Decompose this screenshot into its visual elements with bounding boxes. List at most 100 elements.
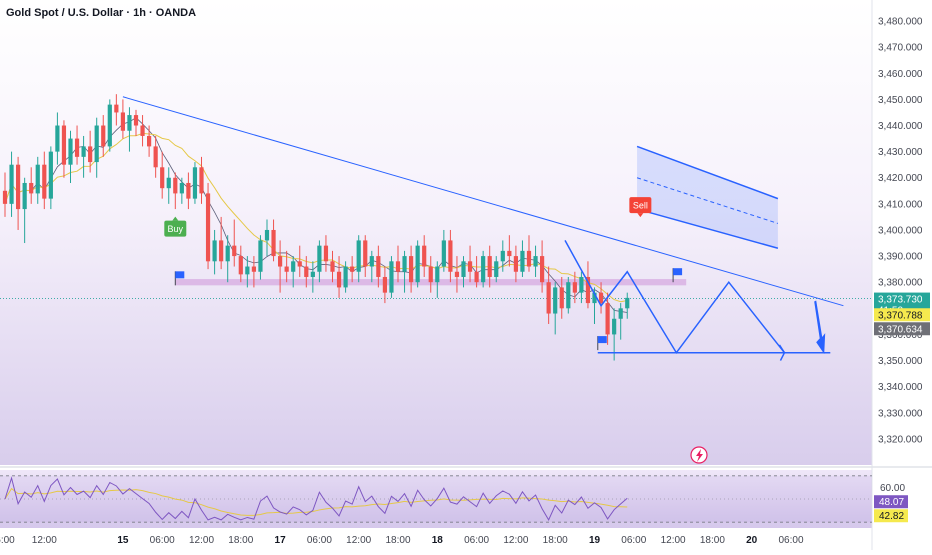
candle-body: [500, 250, 505, 262]
candle-body: [448, 240, 453, 272]
candle-body: [566, 282, 571, 309]
candle-body: [212, 240, 217, 262]
candle-body: [278, 256, 283, 267]
candle-body: [271, 229, 276, 257]
candle-body: [507, 250, 512, 257]
buy-signal-badge[interactable]: Buy: [164, 216, 187, 237]
candle-body: [409, 256, 414, 283]
candle-body: [225, 245, 230, 262]
candle-body: [540, 256, 545, 283]
prev-close-label: 3,370.634: [878, 324, 923, 335]
candle-body: [618, 308, 623, 319]
candle-body: [55, 125, 60, 152]
flag-cloth: [597, 336, 607, 344]
candle-body: [415, 245, 420, 283]
price-tick-label: 3,390.000: [878, 252, 923, 263]
candle-body: [48, 151, 53, 199]
candle-body: [68, 138, 73, 165]
time-tick-label: 06:00: [778, 535, 803, 546]
rsi-indicator: [0, 475, 872, 523]
rsi-value-label: 48.07: [879, 497, 904, 508]
time-tick-label: 18:00: [700, 535, 725, 546]
candle-body: [343, 266, 348, 288]
drawings-front: Buy Sell: [122, 96, 844, 361]
trend-line[interactable]: [122, 96, 844, 307]
time-tick-label: 17: [275, 535, 287, 546]
candle-body: [291, 261, 296, 272]
lightning-icon[interactable]: [690, 446, 708, 464]
candle-body: [192, 167, 198, 199]
channel-midline[interactable]: [636, 177, 779, 224]
candle-body: [179, 182, 184, 194]
candle-body: [88, 146, 93, 163]
prev-close-badge: [874, 322, 930, 336]
projection-path[interactable]: [564, 240, 786, 355]
candle-body: [598, 292, 604, 304]
time-tick-label: 12:00: [661, 535, 686, 546]
candle-body: [297, 261, 302, 267]
time-tick-label: 20: [746, 535, 758, 546]
candle-body: [376, 256, 381, 277]
candle-body: [553, 287, 558, 314]
flag-icon[interactable]: [672, 268, 683, 283]
candle-body: [441, 240, 446, 267]
price-tick-label: 3,470.000: [878, 43, 923, 54]
candle-body: [232, 245, 237, 257]
candle-body: [625, 297, 630, 309]
time-tick-label: 12:00: [346, 535, 371, 546]
candle-body: [526, 250, 532, 267]
channel-lower[interactable]: [636, 208, 779, 249]
candle-body: [101, 125, 106, 147]
candle-body: [494, 261, 499, 277]
candle-body: [114, 104, 119, 113]
price-tick-label: 3,330.000: [878, 408, 923, 419]
price-axis[interactable]: 3,480.000 3,470.000 3,460.000 3,450.000 3,44…: [878, 17, 923, 494]
rsi-value-badge: [874, 495, 908, 509]
candle-body: [140, 125, 145, 136]
candle-body: [127, 115, 132, 131]
candle-body: [245, 266, 250, 275]
rsi-ma-badge: [874, 509, 908, 523]
candle-body: [81, 146, 86, 157]
candle-body: [29, 182, 34, 194]
candle-body: [422, 245, 427, 267]
price-tick-label: 3,460.000: [878, 69, 923, 80]
flag-icon[interactable]: [597, 336, 607, 351]
flag-cloth: [175, 271, 185, 279]
badge-pointer: [172, 216, 179, 221]
price-labels: 3,373.73041:503,370.7883,370.63448.0742.…: [874, 292, 930, 523]
sell-signal-badge[interactable]: Sell: [629, 197, 652, 218]
candle-body: [199, 167, 204, 194]
candle-body: [369, 256, 374, 267]
candle-body: [467, 261, 473, 272]
candle-body: [323, 245, 329, 262]
candle-body: [258, 240, 263, 272]
sma-price-label: 3,370.788: [878, 310, 923, 321]
sma-price-badge: [874, 308, 930, 322]
candle-body: [107, 104, 112, 147]
channel-upper[interactable]: [636, 145, 779, 200]
down-arrow-icon[interactable]: [814, 300, 826, 355]
price-tick-label: 3,430.000: [878, 147, 923, 158]
candle-body: [147, 135, 152, 147]
candle-body: [205, 193, 211, 262]
time-tick-label: 15: [117, 535, 129, 546]
time-axis[interactable]: 6:00 12:00 15 06:00 12:00 18:00 17 06:00 12:00 18…: [0, 535, 804, 546]
flag-cloth: [673, 268, 683, 276]
time-tick-label: 6:00: [0, 535, 15, 546]
candle-body: [61, 125, 67, 165]
candle-body: [186, 182, 191, 199]
candle-body: [572, 282, 577, 293]
rsi-tick-label: 60.00: [880, 483, 905, 494]
sell-signal-label: Sell: [633, 201, 648, 211]
badge-pointer: [637, 213, 644, 218]
flag-icon[interactable]: [174, 271, 185, 286]
time-tick-label: 18:00: [543, 535, 568, 546]
candle-body: [533, 256, 538, 267]
channel-fill[interactable]: [637, 146, 778, 249]
candle-body: [16, 164, 21, 210]
rsi-line: [4, 476, 628, 521]
candle-body: [9, 164, 14, 204]
